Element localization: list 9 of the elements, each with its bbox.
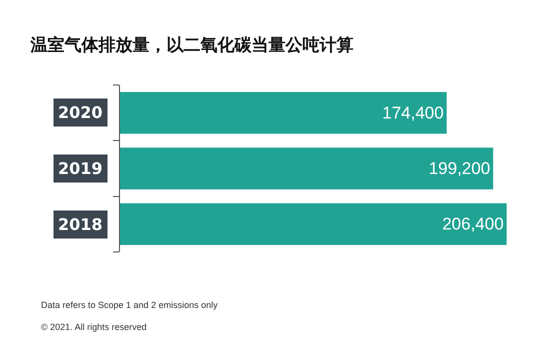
y-tick-label: 2018	[58, 215, 103, 234]
data-label: 206,400	[442, 214, 504, 234]
text: © 2021. All rights reserved	[41, 322, 147, 332]
text: Data refers to Scope 1 and 2 emissions only	[41, 300, 218, 310]
data-label: 199,200	[428, 159, 490, 178]
y-tick-label: 2019	[58, 159, 103, 178]
data-label: 174,400	[382, 103, 444, 122]
y-tick-label: 2020	[58, 103, 103, 122]
chart-title: 温室气体排放量，以二氧化碳当量公吨计算	[29, 35, 354, 56]
